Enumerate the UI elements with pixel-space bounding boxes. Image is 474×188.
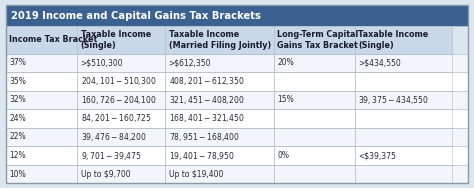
Bar — [274, 146, 355, 165]
Bar — [355, 26, 452, 54]
Bar — [165, 91, 274, 109]
Text: Taxable Income
(Single): Taxable Income (Single) — [358, 30, 428, 50]
Bar — [77, 128, 165, 146]
Bar — [77, 109, 165, 128]
Text: <$39,375: <$39,375 — [358, 151, 396, 160]
Bar — [165, 165, 274, 183]
Bar — [77, 146, 165, 165]
Text: Taxable Income
(Married Filing Jointly): Taxable Income (Married Filing Jointly) — [169, 30, 271, 50]
Bar — [165, 128, 274, 146]
Text: Long-Term Capital
Gains Tax Bracket: Long-Term Capital Gains Tax Bracket — [277, 30, 358, 50]
Bar — [165, 26, 274, 54]
Text: 24%: 24% — [9, 114, 26, 123]
Bar — [355, 128, 452, 146]
Text: 20%: 20% — [277, 58, 294, 67]
Bar — [77, 54, 165, 72]
Text: 10%: 10% — [9, 170, 26, 179]
Text: $9,701-$39,475: $9,701-$39,475 — [81, 149, 141, 161]
Bar — [6, 146, 77, 165]
Bar — [355, 146, 452, 165]
Text: $84,201-$160,725: $84,201-$160,725 — [81, 112, 151, 124]
Bar — [6, 72, 468, 91]
Text: $78,951-$168,400: $78,951-$168,400 — [169, 131, 239, 143]
Text: 2019 Income and Capital Gains Tax Brackets: 2019 Income and Capital Gains Tax Bracke… — [11, 11, 261, 20]
Text: 35%: 35% — [9, 77, 26, 86]
Bar — [274, 128, 355, 146]
Bar — [165, 54, 274, 72]
Bar — [274, 72, 355, 91]
Text: $204,101-$510,300: $204,101-$510,300 — [81, 75, 156, 87]
Bar — [6, 109, 468, 128]
Text: $39,476-$84,200: $39,476-$84,200 — [81, 131, 146, 143]
Text: >$612,350: >$612,350 — [169, 58, 211, 67]
Bar — [6, 26, 77, 54]
Text: $19,401-$78,950: $19,401-$78,950 — [169, 149, 234, 161]
Text: $39,375-$434,550: $39,375-$434,550 — [358, 94, 429, 106]
Bar — [6, 128, 468, 146]
Bar — [6, 165, 468, 183]
Bar — [6, 109, 77, 128]
Bar — [77, 72, 165, 91]
Bar — [77, 165, 165, 183]
Bar — [165, 146, 274, 165]
Text: $160,726-$204,100: $160,726-$204,100 — [81, 94, 156, 106]
Bar — [274, 91, 355, 109]
Bar — [274, 54, 355, 72]
Bar — [6, 72, 77, 91]
Bar — [355, 72, 452, 91]
Bar — [355, 54, 452, 72]
Text: 12%: 12% — [9, 151, 26, 160]
Bar — [6, 91, 468, 109]
Bar — [165, 72, 274, 91]
Bar — [6, 5, 468, 26]
Text: >$510,300: >$510,300 — [81, 58, 123, 67]
Bar — [6, 128, 77, 146]
Text: 37%: 37% — [9, 58, 26, 67]
Text: >$434,550: >$434,550 — [358, 58, 401, 67]
Bar — [6, 54, 468, 72]
Bar — [6, 146, 468, 165]
Text: 22%: 22% — [9, 133, 26, 142]
Bar — [6, 54, 77, 72]
Text: 0%: 0% — [277, 151, 289, 160]
Bar — [77, 26, 165, 54]
Text: Up to $19,400: Up to $19,400 — [169, 170, 223, 179]
Bar — [77, 91, 165, 109]
Bar — [274, 165, 355, 183]
Bar — [165, 109, 274, 128]
Text: $408,201-$612,350: $408,201-$612,350 — [169, 75, 244, 87]
Bar — [6, 165, 77, 183]
Bar — [6, 91, 77, 109]
Text: $168,401-$321,450: $168,401-$321,450 — [169, 112, 244, 124]
Bar — [274, 26, 355, 54]
Bar — [274, 109, 355, 128]
Bar — [355, 109, 452, 128]
Text: $321,451-$408,200: $321,451-$408,200 — [169, 94, 244, 106]
Bar — [355, 165, 452, 183]
Text: 32%: 32% — [9, 95, 26, 104]
Text: Up to $9,700: Up to $9,700 — [81, 170, 130, 179]
Bar — [355, 91, 452, 109]
Text: Taxable Income
(Single): Taxable Income (Single) — [81, 30, 151, 50]
Text: Income Tax Bracket: Income Tax Bracket — [9, 36, 97, 44]
Text: 15%: 15% — [277, 95, 294, 104]
